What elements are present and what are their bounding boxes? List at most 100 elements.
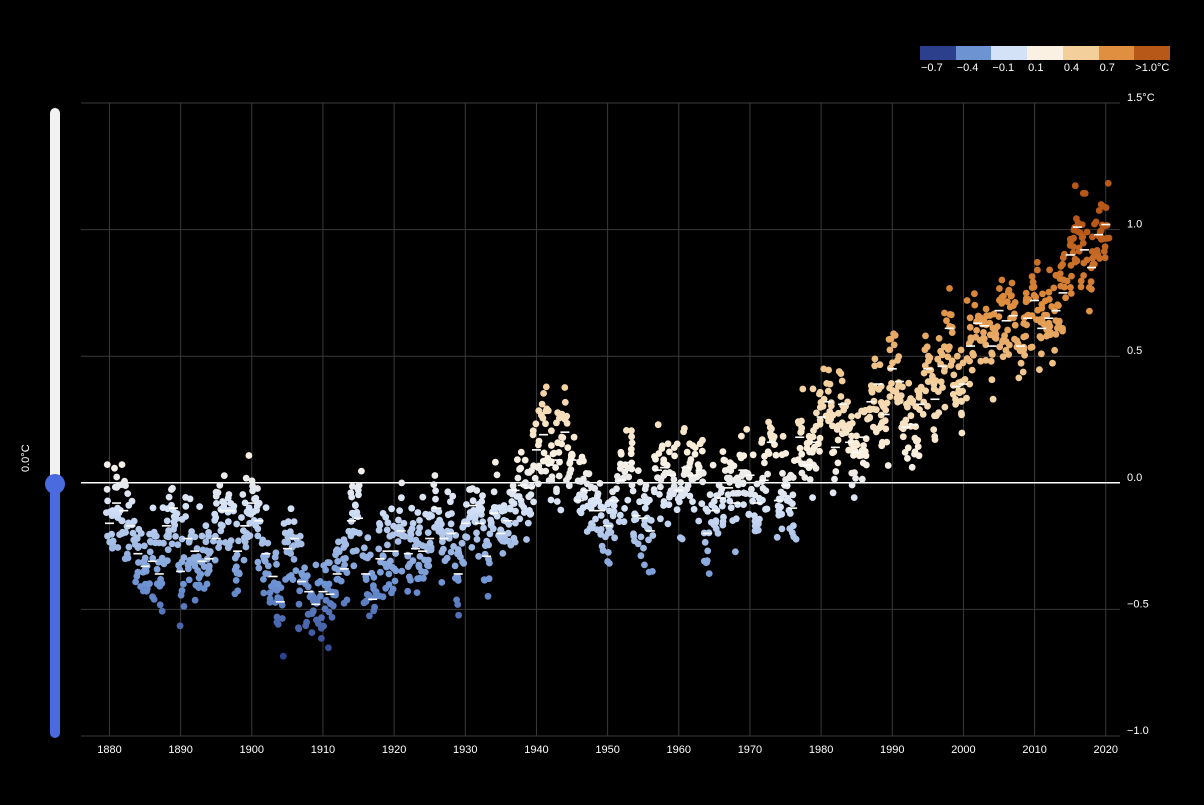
data-point <box>934 388 942 395</box>
data-point <box>609 512 617 520</box>
data-point <box>441 529 449 536</box>
data-point <box>180 603 188 610</box>
data-point <box>364 534 372 542</box>
data-point <box>987 357 995 365</box>
data-point <box>1003 298 1011 305</box>
data-point <box>196 503 204 510</box>
data-point <box>834 459 842 467</box>
data-point <box>809 494 816 501</box>
data-point <box>326 600 334 608</box>
data-point <box>704 547 712 555</box>
data-point <box>657 515 664 523</box>
data-point <box>596 479 604 487</box>
data-point <box>664 440 672 448</box>
data-point <box>358 467 365 475</box>
data-point <box>586 524 594 532</box>
data-point <box>458 539 466 547</box>
data-point <box>1051 346 1058 354</box>
data-point <box>227 500 235 507</box>
data-point <box>153 565 161 573</box>
data-point <box>1092 248 1100 255</box>
data-point <box>195 584 203 591</box>
data-point <box>504 529 512 537</box>
data-point <box>743 426 751 433</box>
legend-label: −0.1 <box>992 62 1015 74</box>
data-point <box>623 427 630 434</box>
data-point <box>871 362 879 370</box>
data-point <box>421 568 429 576</box>
legend-swatch <box>1134 46 1171 60</box>
data-point <box>848 481 856 489</box>
legend-swatch <box>1062 46 1100 60</box>
data-point <box>914 436 922 444</box>
data-point <box>564 444 572 451</box>
temperature-threshold-slider[interactable] <box>45 108 65 738</box>
legend-swatch <box>1027 46 1064 60</box>
data-point <box>1086 307 1093 315</box>
data-point <box>970 351 977 359</box>
data-point <box>1011 299 1019 306</box>
data-point <box>809 433 817 441</box>
data-point <box>531 474 539 482</box>
data-point <box>538 411 545 419</box>
data-point <box>778 510 786 518</box>
data-point <box>216 539 224 546</box>
data-point <box>1059 260 1066 268</box>
data-point <box>901 449 909 456</box>
data-point <box>438 520 445 528</box>
data-point <box>540 449 548 457</box>
data-point <box>103 509 110 516</box>
data-point <box>946 285 953 292</box>
data-point <box>383 526 391 534</box>
data-point <box>447 520 455 528</box>
data-point <box>255 564 263 572</box>
data-point <box>762 505 769 513</box>
data-point <box>451 562 459 570</box>
data-point <box>880 403 887 411</box>
data-point <box>671 452 678 460</box>
x-tick-label: 2010 <box>1022 744 1046 756</box>
data-point <box>982 305 990 313</box>
slider-handle[interactable] <box>45 474 65 494</box>
data-point <box>130 517 138 525</box>
data-point <box>707 519 715 526</box>
data-point <box>789 491 797 499</box>
data-point <box>1083 228 1091 236</box>
data-point <box>490 504 498 511</box>
data-point <box>1055 302 1062 309</box>
data-point <box>944 353 952 361</box>
data-point <box>1068 272 1075 280</box>
data-point <box>376 521 384 529</box>
data-point <box>833 426 841 433</box>
data-point <box>303 572 311 580</box>
data-point <box>1066 241 1074 249</box>
data-point <box>353 547 360 554</box>
slider-track-below[interactable] <box>50 484 60 738</box>
data-point <box>1079 239 1087 247</box>
data-point <box>813 409 820 417</box>
data-point <box>1005 286 1013 294</box>
data-point <box>558 410 566 418</box>
data-point <box>1071 182 1079 190</box>
data-point <box>238 514 245 521</box>
data-point <box>517 464 525 472</box>
data-point <box>678 535 686 543</box>
data-point <box>473 487 481 494</box>
data-point <box>547 496 555 504</box>
data-point <box>440 545 447 553</box>
data-point <box>751 527 759 535</box>
data-point <box>471 513 479 521</box>
data-point <box>388 589 395 597</box>
data-point <box>312 561 320 569</box>
data-point <box>719 448 727 455</box>
data-point <box>435 508 443 515</box>
data-point <box>542 383 550 391</box>
data-point <box>203 580 211 588</box>
data-point <box>694 461 702 469</box>
slider-track-above[interactable] <box>50 108 60 484</box>
data-point <box>810 427 817 434</box>
data-point <box>1101 243 1109 251</box>
data-point <box>133 534 141 542</box>
data-point <box>214 489 222 496</box>
data-point <box>558 433 565 441</box>
